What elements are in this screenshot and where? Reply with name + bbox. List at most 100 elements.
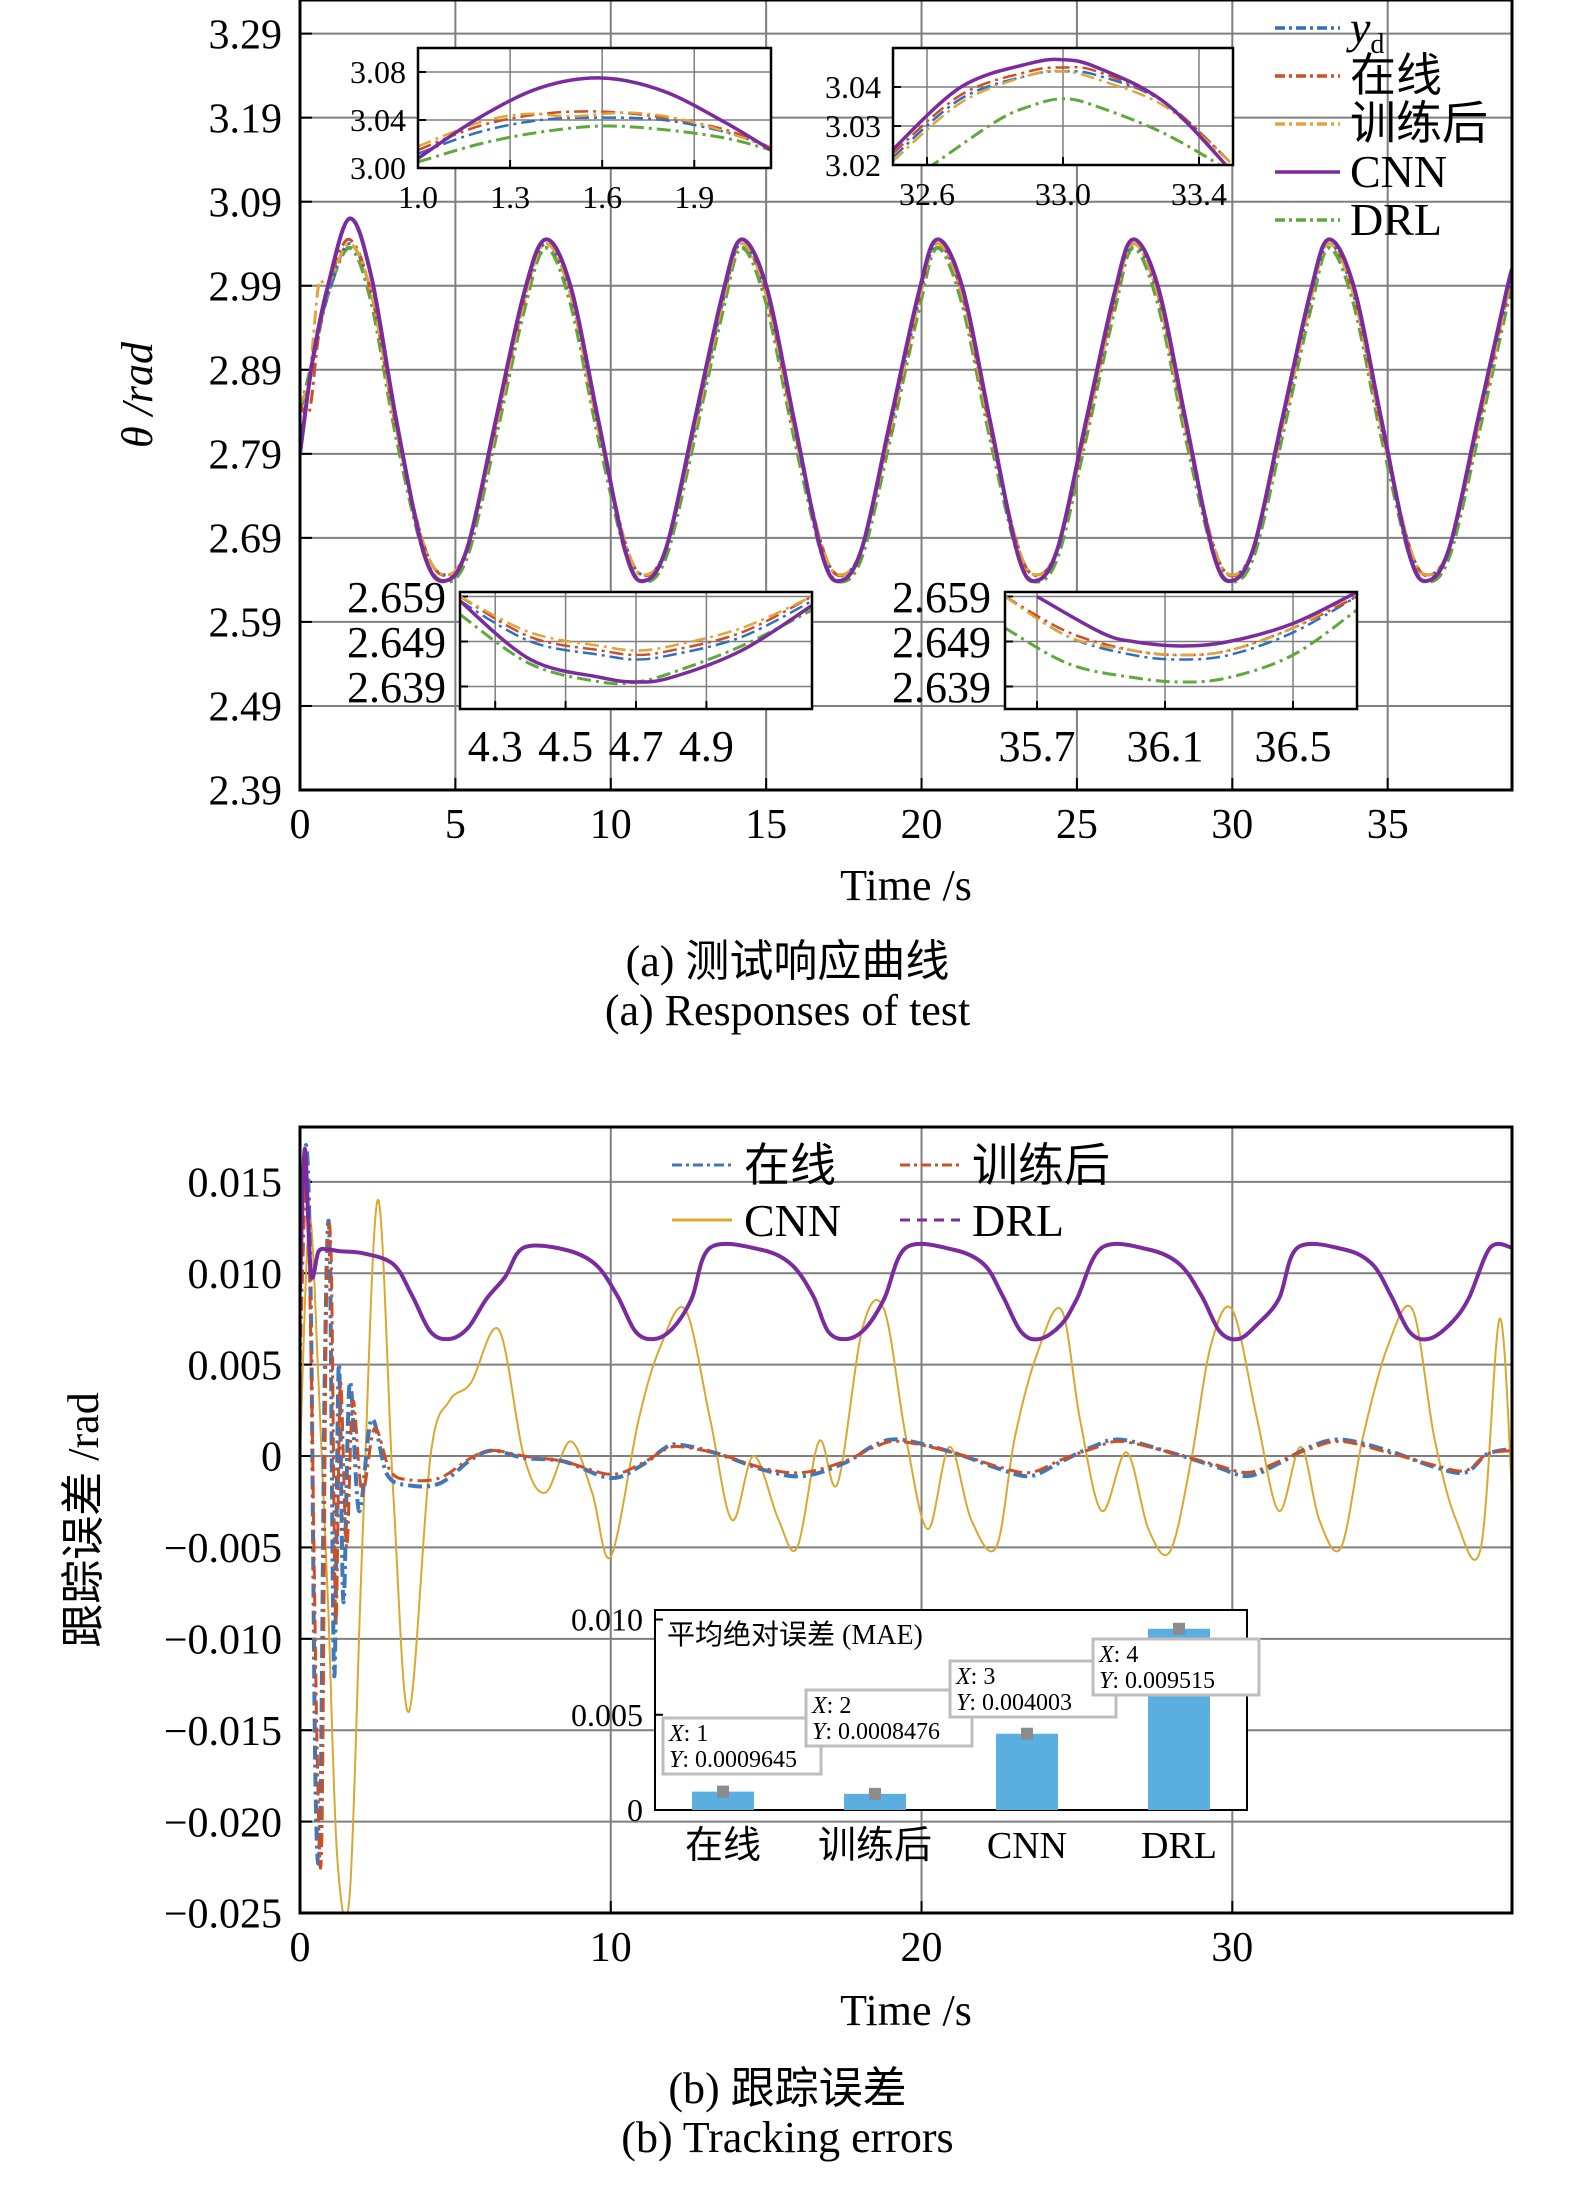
panel-a-inset-1: 1.0 1.3 1.6 1.9 3.00 3.04 3.08 [350, 46, 773, 215]
series-line-cnn [300, 216, 1512, 584]
legend-label-err_trained: 训练后 [972, 1140, 1110, 1191]
legend-label-err_online: 在线 [744, 1140, 836, 1191]
legend-b: 在线 训练后 CNN DRL [672, 1140, 1110, 1246]
y-tick-label: 3.29 [209, 12, 283, 58]
caption-b-chinese: (b) 跟踪误差 [668, 2064, 907, 2113]
series-line-yd [460, 599, 812, 661]
axes-frame [298, 0, 1514, 792]
bar-1 [692, 1791, 754, 1810]
caption-b-english: (b) Tracking errors [621, 2113, 954, 2162]
datatip-y-line: Y: 0.009515 [1099, 1668, 1215, 1694]
series-line-err_drl [300, 1146, 1512, 1342]
legend-label-cnn: CNN [1350, 146, 1447, 197]
series-line-err_trained [300, 1180, 1512, 1870]
inset-title: 平均绝对误差 (MAE) [667, 1619, 923, 1651]
series-line-drl [1005, 608, 1357, 684]
legend-label-drl: DRL [1350, 194, 1442, 245]
x-tick-label: 10 [590, 1925, 632, 1971]
x-tick-label: 35.7 [999, 722, 1076, 771]
datatip-box [661, 1716, 823, 1776]
legend-label-trained: 训练后 [1350, 98, 1488, 149]
y-tick-label: 0 [627, 1792, 643, 1828]
y-tick-label: 2.639 [347, 663, 446, 712]
datatip-1: X: 1Y: 0.0009645 [661, 1716, 823, 1776]
x-tick-label: 33.4 [1171, 176, 1227, 212]
datatip-marker [717, 1785, 729, 1798]
datatip-x-line: X: 3 [955, 1664, 995, 1690]
datatip-x-line: X: 4 [1098, 1642, 1138, 1668]
y-tick-label: 3.08 [350, 54, 406, 90]
y-axis-label: 跟踪误差 /rad [59, 1392, 108, 1647]
x-tick-label: 35 [1367, 802, 1409, 848]
y-tick-label: −0.010 [164, 1618, 282, 1664]
x-tick-label: 30 [1211, 1925, 1253, 1971]
x-tick-label: 30 [1211, 802, 1253, 848]
datatip-2: X: 2Y: 0.0008476 [804, 1688, 974, 1748]
series-line-online [300, 237, 1512, 578]
x-tick-label: 33.0 [1035, 176, 1091, 212]
series-line-cnn [418, 76, 771, 160]
y-tick-label: 3.00 [350, 150, 406, 186]
series-line-err_cnn [300, 1199, 1512, 1913]
series-line-yd [418, 116, 771, 155]
y-tick-label: 2.39 [209, 769, 283, 815]
x-tick-label: 1.0 [398, 179, 438, 215]
y-tick-label: 2.59 [209, 601, 283, 647]
x-tick-label: 20 [901, 1925, 943, 1971]
legend-label-err_drl: DRL [972, 1195, 1064, 1246]
x-tick-label: 15 [745, 802, 787, 848]
datatip-marker [1173, 1622, 1185, 1635]
x-tick-label: 0 [290, 1925, 311, 1971]
x-tick-label: 5 [445, 802, 466, 848]
series-line-yd [300, 242, 1512, 577]
x-axis-label: Time /s [840, 1986, 972, 2035]
x-tick-label: 0 [290, 802, 311, 848]
x-category-label: DRL [1141, 1825, 1217, 1867]
axes-frame [458, 590, 814, 711]
y-tick-label: 2.79 [209, 433, 283, 479]
datatip-box [948, 1659, 1118, 1719]
y-tick-label: 0.010 [571, 1602, 643, 1638]
y-axis-label: θ /rad [113, 341, 162, 448]
bar-3 [996, 1733, 1058, 1810]
y-tick-label: 3.04 [350, 102, 406, 138]
x-tick-label: 4.7 [609, 722, 664, 771]
y-tick-label: 2.69 [209, 517, 283, 563]
datatip-marker [869, 1787, 881, 1800]
y-tick-label: 0.010 [188, 1252, 283, 1298]
caption-a-english: (a) Responses of test [604, 986, 971, 1035]
x-tick-label: 36.1 [1127, 722, 1204, 771]
y-tick-label: 2.99 [209, 264, 283, 310]
y-tick-label: 0.005 [571, 1697, 643, 1733]
y-tick-label: 0.015 [188, 1161, 283, 1207]
datatip-3: X: 3Y: 0.004003 [948, 1659, 1118, 1719]
y-tick-label: −0.025 [164, 1892, 282, 1938]
y-tick-label: 2.659 [347, 573, 446, 622]
axes-frame [891, 46, 1235, 167]
axes-frame [1003, 590, 1359, 711]
datatip-y-line: Y: 0.0009645 [669, 1747, 797, 1773]
legend-label-subscript: d [1370, 29, 1384, 60]
legend-label-online: 在线 [1350, 50, 1442, 101]
y-tick-label: 2.659 [892, 573, 991, 622]
x-tick-label: 4.5 [538, 722, 593, 771]
x-tick-label: 1.9 [674, 179, 714, 215]
series-line-trained [893, 69, 1233, 165]
x-tick-label: 4.9 [679, 722, 734, 771]
series-line-trained [300, 242, 1512, 577]
x-tick-label: 4.3 [468, 722, 523, 771]
bar-2 [844, 1793, 906, 1810]
y-tick-label: 3.03 [825, 108, 881, 144]
y-tick-label: 3.02 [825, 147, 881, 183]
datatip-marker [1021, 1727, 1033, 1740]
series-line-cnn [893, 57, 1229, 165]
y-tick-label: 2.649 [347, 618, 446, 667]
y-tick-label: 2.89 [209, 348, 283, 394]
y-tick-label: −0.015 [164, 1709, 282, 1755]
y-tick-label: 3.19 [209, 96, 283, 142]
mae-bar-inset: 0 0.005 0.010 平均绝对误差 (MAE) 在线 X: 1Y: 0.000964… [571, 1602, 1261, 1867]
legend-label-err_cnn: CNN [744, 1195, 841, 1246]
y-tick-label: 2.639 [892, 663, 991, 712]
series-line-cnn [460, 599, 812, 684]
